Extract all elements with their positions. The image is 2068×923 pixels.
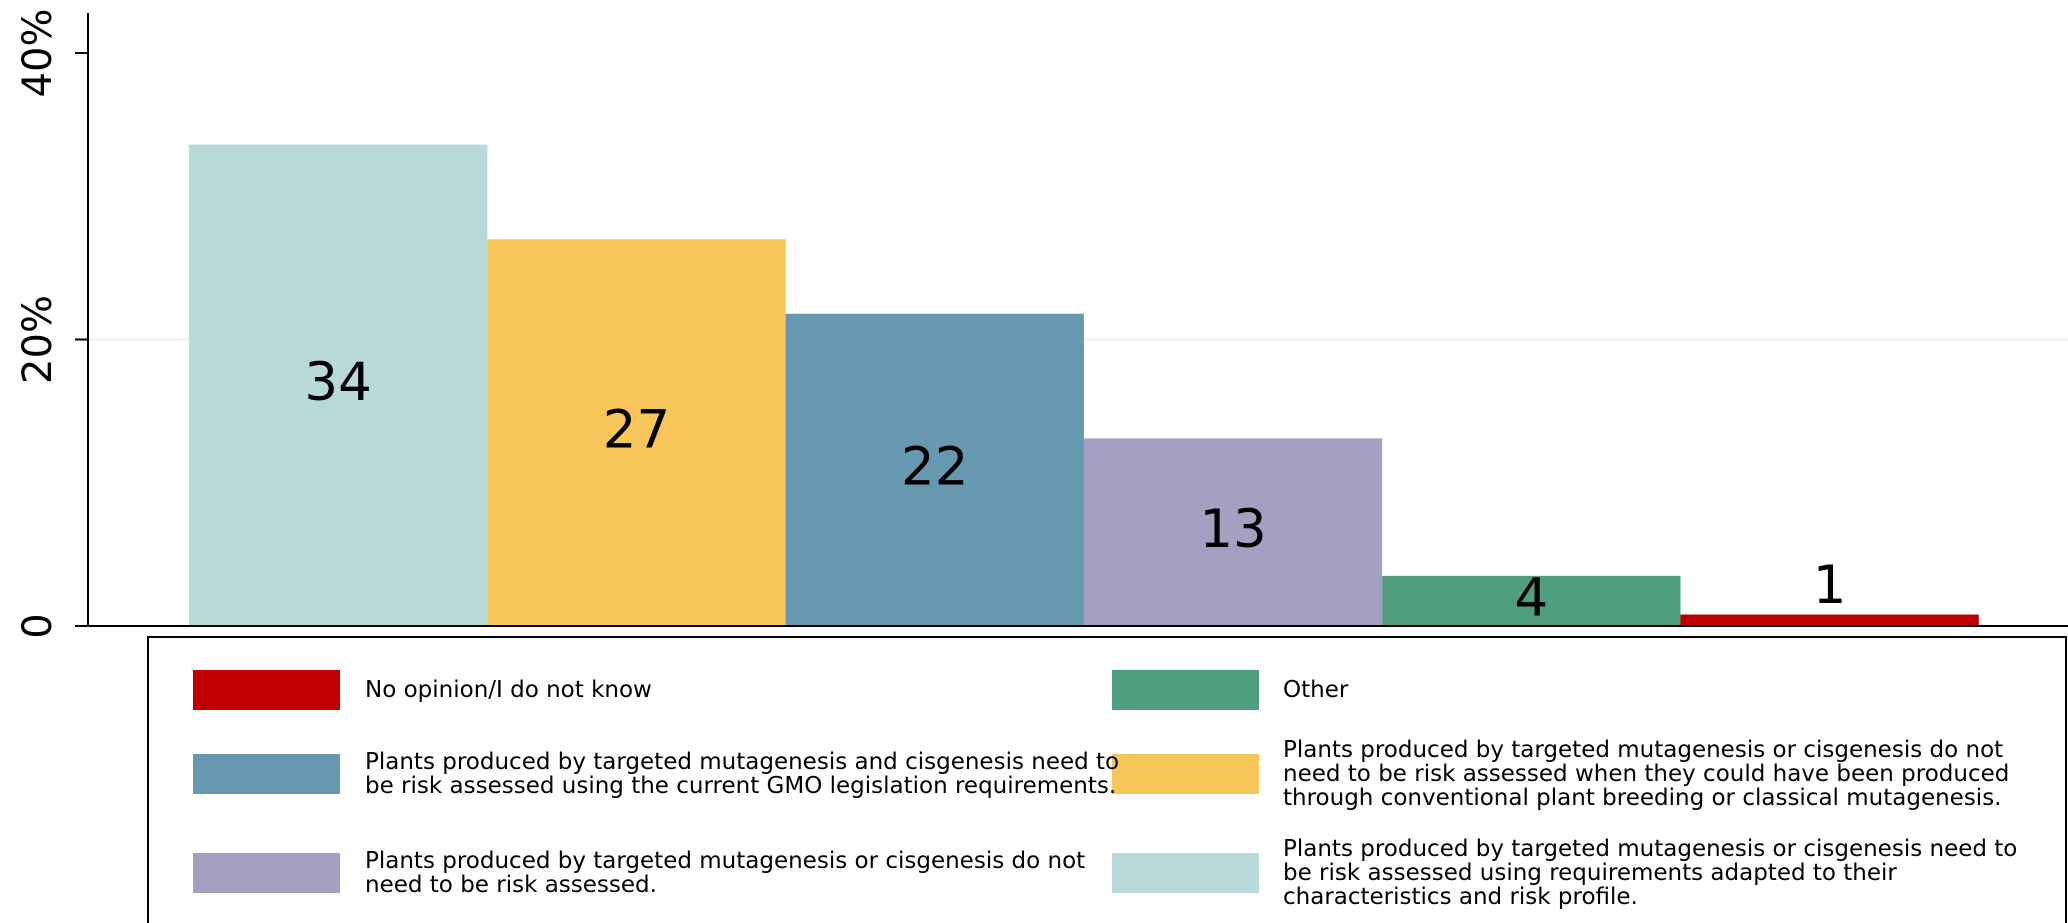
legend-swatch <box>193 670 340 710</box>
legend-label: Other <box>1283 677 1349 703</box>
y-tick-label: 20% <box>15 295 61 384</box>
y-tick-label: 0 <box>15 613 61 638</box>
legend-swatch <box>1112 754 1259 794</box>
legend-swatch <box>1112 670 1259 710</box>
value-label: 34 <box>304 352 371 413</box>
value-label: 4 <box>1514 568 1548 629</box>
legend-label: No opinion/I do not know <box>365 677 652 703</box>
y-tick-label: 40% <box>15 9 61 98</box>
value-label: 1 <box>1813 555 1847 616</box>
bar <box>785 313 1084 626</box>
legend-box <box>147 636 2067 923</box>
value-label: 13 <box>1199 499 1266 560</box>
bar <box>189 144 488 626</box>
bar <box>1083 438 1383 626</box>
legend-swatch <box>1112 853 1259 893</box>
legend-swatch <box>193 853 340 893</box>
legend-label: Plants produced by targeted mutagenesis … <box>365 848 1086 898</box>
bar <box>487 239 786 626</box>
value-label: 27 <box>603 399 670 460</box>
legend-label: Plants produced by targeted mutagenesis … <box>365 749 1120 799</box>
value-label: 22 <box>901 436 968 497</box>
bar <box>1680 614 1979 626</box>
legend-label: Plants produced by targeted mutagenesis … <box>1283 836 2018 910</box>
bar <box>1382 575 1681 626</box>
legend-label: Plants produced by targeted mutagenesis … <box>1283 737 2010 811</box>
legend-swatch <box>193 754 340 794</box>
